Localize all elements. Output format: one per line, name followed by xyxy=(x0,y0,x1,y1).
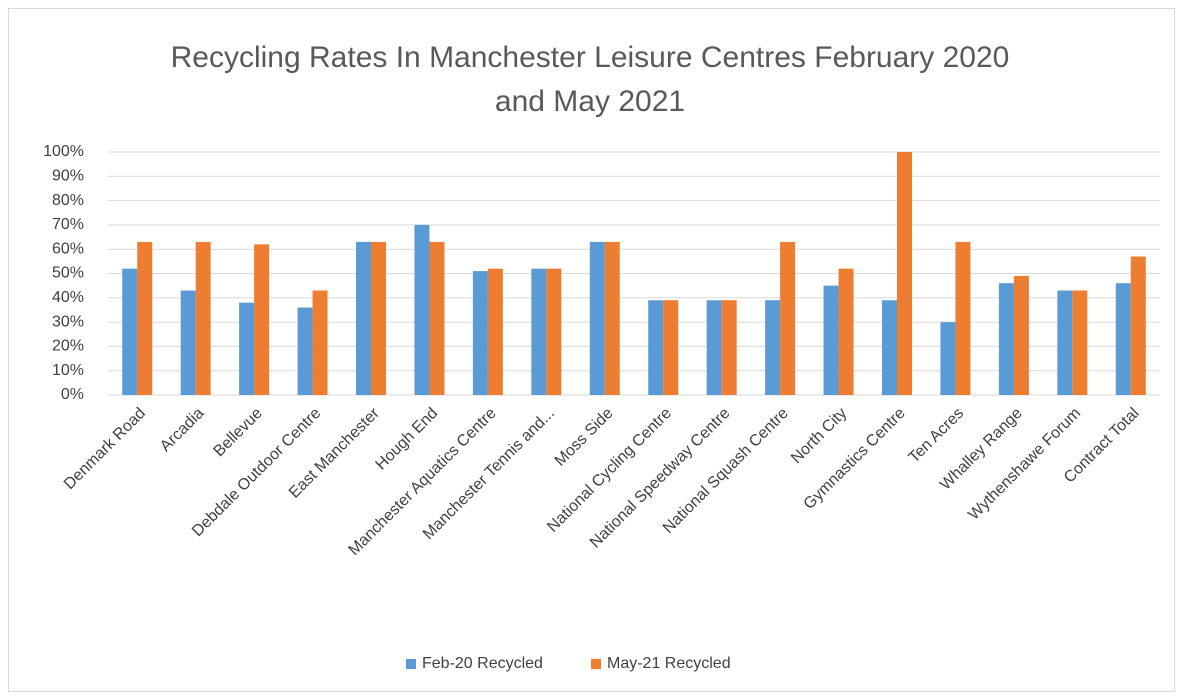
y-tick-label: 90% xyxy=(52,168,84,185)
bar xyxy=(940,322,956,395)
y-tick-label: 20% xyxy=(52,338,84,355)
y-tick-label: 30% xyxy=(52,313,84,330)
bar xyxy=(838,268,854,395)
bar xyxy=(414,224,430,395)
bar xyxy=(706,300,722,395)
bar xyxy=(137,241,153,395)
bar xyxy=(531,268,547,395)
bar xyxy=(1057,290,1073,395)
bar xyxy=(122,268,138,395)
y-tick-label: 80% xyxy=(52,192,84,209)
y-tick-label: 100% xyxy=(43,143,84,160)
bar xyxy=(882,300,897,395)
bar xyxy=(312,290,328,395)
bar xyxy=(472,271,488,395)
bar xyxy=(780,241,796,395)
legend-swatch xyxy=(591,659,601,669)
bar xyxy=(721,300,737,395)
bar xyxy=(239,302,255,395)
y-tick-label: 50% xyxy=(52,265,84,282)
bar xyxy=(180,290,196,395)
bar xyxy=(1072,290,1088,395)
bar xyxy=(1115,283,1131,395)
bar xyxy=(371,241,386,395)
bar xyxy=(1013,275,1029,395)
bar xyxy=(195,241,211,395)
bar xyxy=(663,300,679,395)
bar xyxy=(429,241,445,395)
y-tick-label: 60% xyxy=(52,240,84,257)
bar xyxy=(546,268,562,395)
y-tick-label: 0% xyxy=(61,386,84,403)
bar xyxy=(897,152,912,395)
bar xyxy=(254,244,270,395)
bar xyxy=(487,268,503,395)
bar xyxy=(356,241,371,395)
y-tick-label: 70% xyxy=(52,216,84,233)
y-tick-label: 10% xyxy=(52,362,84,379)
legend-label: Feb-20 Recycled xyxy=(422,655,543,672)
bar xyxy=(589,241,605,395)
bar xyxy=(998,283,1014,395)
bar xyxy=(604,241,620,395)
bar xyxy=(648,300,664,395)
bar xyxy=(1130,256,1146,395)
legend-swatch xyxy=(406,659,416,669)
bar xyxy=(297,307,313,395)
bar xyxy=(955,241,971,395)
bar xyxy=(765,300,781,395)
chart-title: Recycling Rates In Manchester Leisure Ce… xyxy=(170,41,1010,118)
legend-label: May-21 Recycled xyxy=(607,655,731,672)
y-tick-label: 40% xyxy=(52,289,84,306)
bar xyxy=(823,285,839,395)
